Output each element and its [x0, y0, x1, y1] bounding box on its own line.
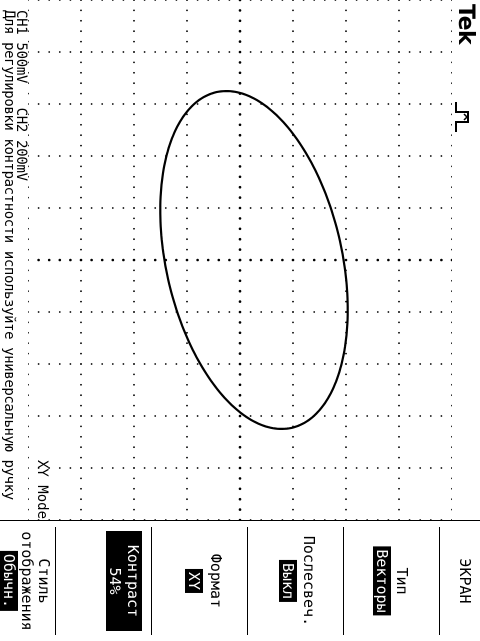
menu-title: ЭКРАН — [456, 558, 474, 604]
menu-item-label: Формат — [207, 553, 225, 609]
menu-item-contrast[interactable]: Контраст 54% — [56, 521, 150, 641]
graticule — [28, 0, 452, 520]
menu-item-value: Выкл — [279, 559, 297, 603]
menu-divider — [343, 527, 344, 635]
menu-item-value: Обычн. — [0, 550, 18, 612]
menu-divider — [439, 527, 440, 635]
brand-logo: Tek — [453, 4, 478, 45]
menu-item-label: Послесвеч. — [300, 535, 318, 627]
trigger-status-icon — [455, 102, 469, 132]
menu-item-label: Тип — [393, 567, 411, 595]
menu-item-value: 54% — [106, 531, 124, 631]
menu-item-value: XY — [185, 568, 203, 594]
menu-divider — [151, 527, 152, 635]
menu-item-display-style[interactable]: Стиль отображения Обычн. — [0, 521, 54, 641]
menu-item-label: Стиль отображения — [18, 531, 53, 631]
menu-divider — [247, 527, 248, 635]
menu-item-persistence[interactable]: Послесвеч. Выкл — [248, 521, 342, 641]
hint-text: Для регулировки контрастности используйт… — [1, 10, 17, 500]
xy-trace — [159, 90, 349, 430]
menu-item-label: Контраст — [124, 531, 142, 631]
menu-divider — [55, 527, 56, 635]
grid-dots — [28, 0, 452, 520]
menu-item-type[interactable]: Тип Векторы — [344, 521, 438, 641]
menu-item-value: Векторы — [373, 546, 391, 616]
xy-mode-label: XY Mode — [34, 460, 50, 520]
menu-item-format[interactable]: Формат XY — [152, 521, 246, 641]
side-menu: ЭКРАН Тип Векторы Послесвеч. Выкл Формат… — [0, 520, 480, 641]
